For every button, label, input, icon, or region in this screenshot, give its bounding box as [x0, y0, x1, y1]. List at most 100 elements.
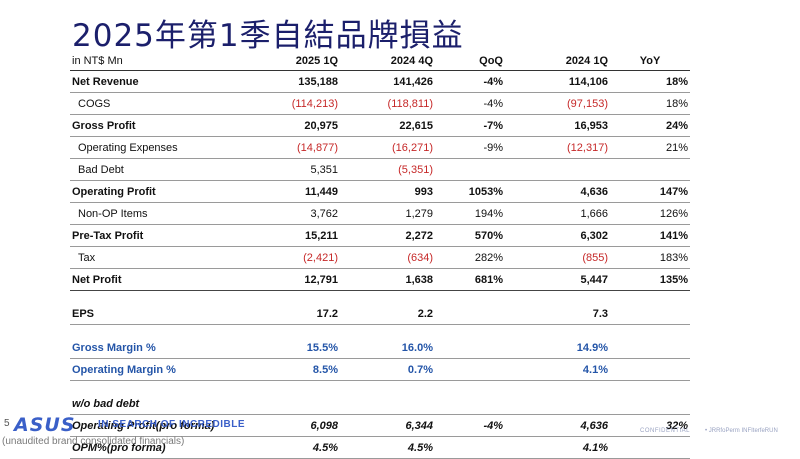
cell-2025-1q: 11,449: [230, 180, 340, 203]
header-qoq: QoQ: [435, 52, 505, 71]
table-row: Bad Debt 5,351 (5,351): [70, 158, 690, 181]
row-label: Gross Margin %: [70, 337, 230, 359]
cell-yoy: 21%: [610, 136, 690, 159]
table-row: Pre-Tax Profit 15,211 2,272 570% 6,302 1…: [70, 224, 690, 247]
cell-qoq: -4%: [435, 414, 505, 437]
table-row: Tax (2,421) (634) 282% (855) 183%: [70, 246, 690, 269]
row-label: Tax: [70, 246, 230, 269]
header-yoy: YoY: [610, 52, 690, 71]
cell-qoq: [435, 436, 505, 459]
cell-2025-1q: 8.5%: [230, 358, 340, 381]
cell-yoy: 135%: [610, 268, 690, 291]
cell-2025-1q: (2,421): [230, 246, 340, 269]
row-label: Non-OP Items: [70, 202, 230, 225]
cell-2024-1q: 14.9%: [505, 337, 610, 359]
row-label: Bad Debt: [70, 158, 230, 181]
cell-yoy: [610, 158, 690, 181]
cell-2024-1q: 114,106: [505, 70, 610, 93]
row-label: Pre-Tax Profit: [70, 224, 230, 247]
table-row: EPS 17.2 2.2 7.3: [70, 303, 690, 325]
cell-2024-4q: (5,351): [340, 158, 435, 181]
cell-2024-1q: (12,317): [505, 136, 610, 159]
cell-yoy: 32%: [610, 414, 690, 437]
footnote: (unaudited brand consolidated financials…: [2, 436, 185, 447]
table-row: Operating Profit 11,449 993 1053% 4,636 …: [70, 180, 690, 203]
cell-2024-4q: 1,279: [340, 202, 435, 225]
cell-2025-1q: 4.5%: [230, 436, 340, 459]
cell-yoy: 141%: [610, 224, 690, 247]
cell-qoq: [435, 358, 505, 381]
table-row: Non-OP Items 3,762 1,279 194% 1,666 126%: [70, 202, 690, 225]
table-row: Net Profit 12,791 1,638 681% 5,447 135%: [70, 268, 690, 291]
cell-2024-4q: (16,271): [340, 136, 435, 159]
cell-qoq: -4%: [435, 70, 505, 93]
cell-yoy: [610, 393, 690, 415]
header-2024-1q: 2024 1Q: [505, 52, 610, 71]
confidential-label-2: • JRRfoPerm INFIterfeRUN: [705, 428, 778, 434]
cell-2024-4q: 22,615: [340, 114, 435, 137]
cell-qoq: -9%: [435, 136, 505, 159]
cell-2025-1q: (114,213): [230, 92, 340, 115]
table-row: Gross Margin % 15.5% 16.0% 14.9%: [70, 337, 690, 359]
cell-2025-1q: (14,877): [230, 136, 340, 159]
cell-yoy: 18%: [610, 92, 690, 115]
brand-slogan: IN SEARCH OF INCREDIBLE: [98, 419, 246, 430]
cell-qoq: 570%: [435, 224, 505, 247]
asus-logo: ASUS: [14, 414, 76, 436]
cell-2024-1q: 7.3: [505, 303, 610, 325]
cell-2024-1q: 5,447: [505, 268, 610, 291]
cell-2024-4q: 141,426: [340, 70, 435, 93]
cell-qoq: 681%: [435, 268, 505, 291]
cell-2024-4q: 993: [340, 180, 435, 203]
cell-yoy: [610, 337, 690, 359]
cell-yoy: [610, 358, 690, 381]
row-label: Operating Profit(pro forma): [70, 414, 230, 437]
cell-2024-1q: 4.1%: [505, 358, 610, 381]
cell-2025-1q: 17.2: [230, 303, 340, 325]
cell-2024-1q: 6,302: [505, 224, 610, 247]
table-row: Operating Profit(pro forma) 6,098 6,344 …: [70, 414, 690, 437]
cell-2024-1q: 1,666: [505, 202, 610, 225]
income-statement-table: in NT$ Mn 2025 1Q 2024 4Q QoQ 2024 1Q Yo…: [70, 52, 690, 459]
cell-2025-1q: 135,188: [230, 70, 340, 93]
table-row: Net Revenue 135,188 141,426 -4% 114,106 …: [70, 70, 690, 93]
table-header-row: in NT$ Mn 2025 1Q 2024 4Q QoQ 2024 1Q Yo…: [70, 52, 690, 71]
cell-2024-4q: 4.5%: [340, 436, 435, 459]
cell-qoq: 282%: [435, 246, 505, 269]
page-title: 2025年第1季自結品牌損益: [72, 18, 464, 54]
confidential-label: CONFIDENTIAL: [640, 428, 691, 434]
cell-2024-4q: (634): [340, 246, 435, 269]
cell-2024-1q: [505, 393, 610, 415]
cell-yoy: 24%: [610, 114, 690, 137]
cell-qoq: 1053%: [435, 180, 505, 203]
row-label: EPS: [70, 303, 230, 325]
cell-2024-1q: 16,953: [505, 114, 610, 137]
cell-2024-4q: 1,638: [340, 268, 435, 291]
cell-qoq: 194%: [435, 202, 505, 225]
page-number: 5: [4, 418, 10, 429]
cell-yoy: [610, 436, 690, 459]
cell-yoy: 183%: [610, 246, 690, 269]
cell-yoy: 18%: [610, 70, 690, 93]
table-row: Operating Margin % 8.5% 0.7% 4.1%: [70, 358, 690, 381]
cell-2025-1q: 15.5%: [230, 337, 340, 359]
row-label: Operating Expenses: [70, 136, 230, 159]
cell-2024-4q: [340, 393, 435, 415]
cell-2024-4q: 2,272: [340, 224, 435, 247]
section-label: w/o bad debt: [70, 393, 230, 415]
cell-qoq: -7%: [435, 114, 505, 137]
cell-2025-1q: 20,975: [230, 114, 340, 137]
cell-2024-4q: 0.7%: [340, 358, 435, 381]
row-label: Operating Profit: [70, 180, 230, 203]
cell-2024-4q: 6,344: [340, 414, 435, 437]
cell-2025-1q: 5,351: [230, 158, 340, 181]
cell-qoq: [435, 337, 505, 359]
table-row: COGS (114,213) (118,811) -4% (97,153) 18…: [70, 92, 690, 115]
cell-qoq: -4%: [435, 92, 505, 115]
cell-2024-1q: (97,153): [505, 92, 610, 115]
table-row: Gross Profit 20,975 22,615 -7% 16,953 24…: [70, 114, 690, 137]
cell-yoy: 147%: [610, 180, 690, 203]
cell-2025-1q: 15,211: [230, 224, 340, 247]
cell-yoy: 126%: [610, 202, 690, 225]
cell-2024-1q: 4.1%: [505, 436, 610, 459]
